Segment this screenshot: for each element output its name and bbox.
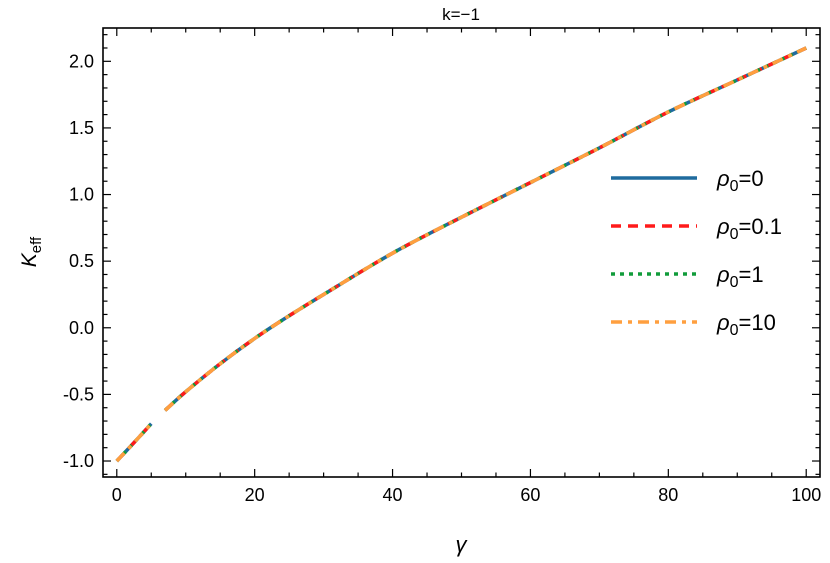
legend-sub: 0 <box>730 274 739 291</box>
y-tick-label: 1.5 <box>69 118 94 138</box>
legend-rho: ρ <box>716 262 730 287</box>
y-tick-label: 1.0 <box>69 185 94 205</box>
y-axis-label: Keff <box>18 236 45 267</box>
x-tick-label: 0 <box>112 485 122 505</box>
series-line-0 <box>163 46 807 412</box>
legend-sub: 0 <box>730 322 739 339</box>
y-tick-label: 2.0 <box>69 51 94 71</box>
legend-value: =10 <box>739 310 776 335</box>
legend-value: =1 <box>739 262 764 287</box>
y-tick-label: 0.5 <box>69 251 94 271</box>
legend-value: =0 <box>739 166 764 191</box>
x-tick-label: 20 <box>245 485 265 505</box>
series-line-1 <box>163 46 807 412</box>
legend-label-2: ρ0=1 <box>716 262 764 291</box>
series-line-2 <box>163 46 807 412</box>
y-tick-label: -0.5 <box>63 384 94 404</box>
series-line-3 <box>115 422 153 463</box>
y-tick-label: -1.0 <box>63 451 94 471</box>
plot-frame <box>102 27 821 478</box>
legend-rho: ρ <box>716 310 730 335</box>
y-axis-label-sub: eff <box>28 236 45 253</box>
legend-rho: ρ <box>716 166 730 191</box>
series-line-3 <box>163 46 807 412</box>
legend-label-0: ρ0=0 <box>716 166 764 195</box>
x-axis-label: γ <box>456 532 469 557</box>
y-tick-label: 0.0 <box>69 318 94 338</box>
x-tick-label: 60 <box>520 485 540 505</box>
legend-label-1: ρ0=0.1 <box>716 214 782 243</box>
legend-sub: 0 <box>730 178 739 195</box>
legend-sub: 0 <box>730 226 739 243</box>
x-tick-label: 100 <box>791 485 821 505</box>
legend-label-3: ρ0=10 <box>716 310 776 339</box>
legend-value: =0.1 <box>739 214 782 239</box>
chart-title: k=−1 <box>442 5 480 24</box>
x-tick-label: 80 <box>658 485 678 505</box>
x-tick-label: 40 <box>383 485 403 505</box>
legend-rho: ρ <box>716 214 730 239</box>
